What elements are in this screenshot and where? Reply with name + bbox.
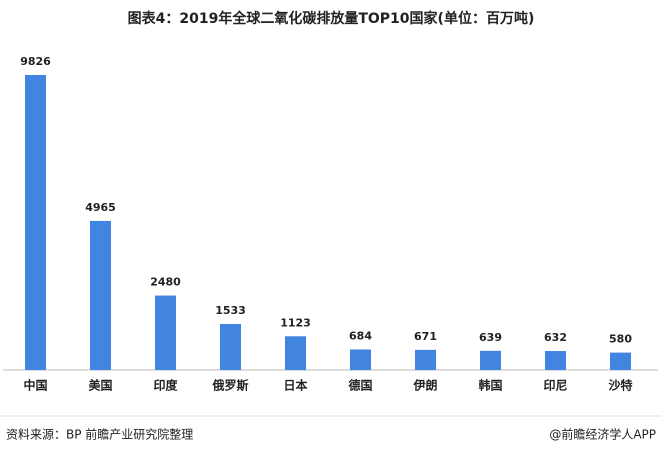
x-tick-label: 中国: [23, 378, 47, 393]
bar: [90, 220, 111, 370]
x-tick-label: 伊朗: [412, 378, 437, 393]
x-tick-label: 德国: [348, 378, 372, 393]
data-label: 632: [544, 331, 567, 344]
x-tick-label: 韩国: [478, 378, 502, 393]
data-label: 1123: [280, 316, 311, 329]
chart-title: 图表4：2019年全球二氧化碳排放量TOP10国家(单位：百万吨): [128, 10, 535, 27]
data-label: 4965: [85, 201, 116, 214]
x-tick-label: 沙特: [608, 378, 632, 393]
x-tick-label: 日本: [283, 378, 307, 393]
bar: [25, 75, 46, 370]
data-label: 639: [479, 331, 502, 344]
brand-note: @前瞻经济学人APP: [549, 427, 656, 442]
data-label: 1533: [215, 304, 246, 317]
bar: [545, 351, 566, 370]
data-label: 9826: [20, 55, 51, 68]
data-label: 671: [414, 330, 437, 343]
bar: [285, 336, 306, 370]
bar: [610, 352, 631, 370]
bar: [480, 350, 501, 370]
data-label: 2480: [150, 276, 181, 289]
x-tick-label: 印度: [153, 378, 178, 393]
bar: [350, 349, 371, 370]
source-note: 资料来源：BP 前瞻产业研究院整理: [6, 427, 193, 442]
x-tick-label: 美国: [88, 378, 112, 393]
data-label: 684: [349, 329, 372, 342]
data-label: 580: [609, 333, 632, 346]
bar: [155, 295, 176, 370]
bar: [415, 349, 436, 370]
x-tick-label: 印尼: [543, 379, 567, 393]
bar: [220, 323, 241, 370]
x-tick-label: 俄罗斯: [211, 378, 248, 393]
